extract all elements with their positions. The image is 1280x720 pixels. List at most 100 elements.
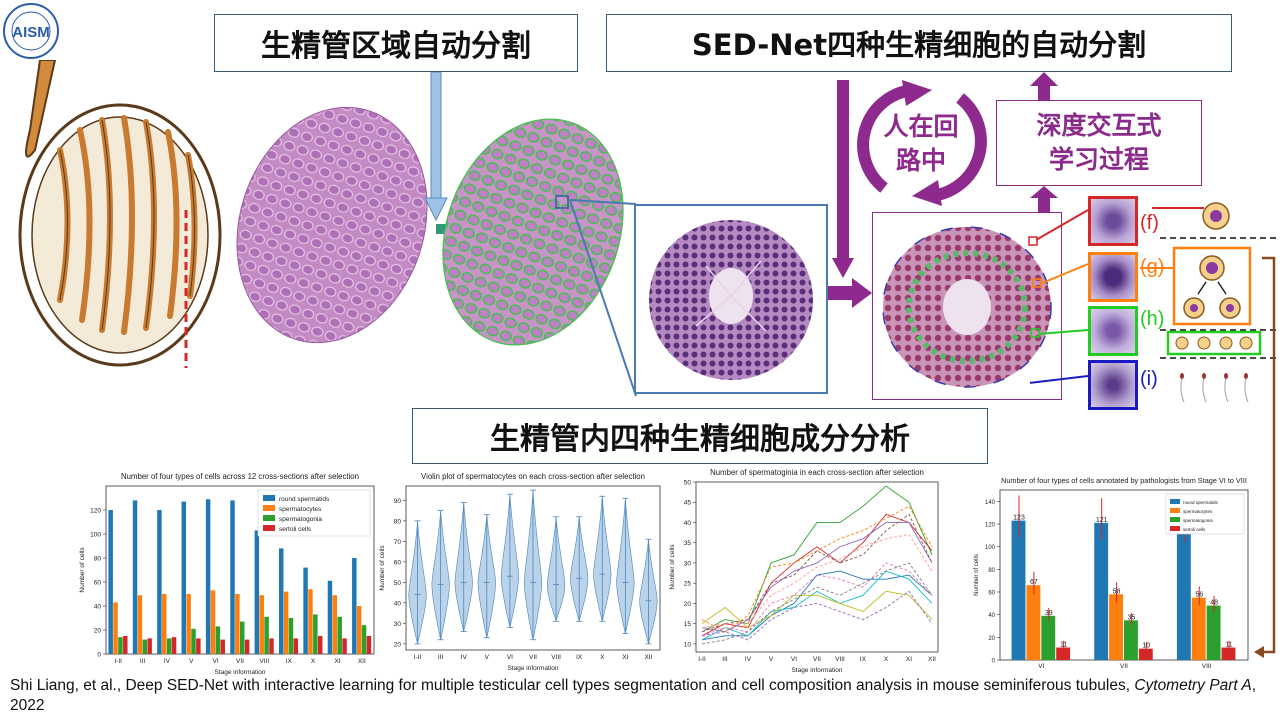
y-tick-label: 100 (985, 545, 996, 551)
x-tick-label: XII (928, 656, 936, 663)
data-label: 123 (1013, 515, 1025, 522)
x-tick-label: VI (1038, 663, 1044, 670)
data-label: 35 (1128, 614, 1136, 621)
x-tick-label: XI (622, 654, 628, 661)
x-tick-label: VII (813, 656, 821, 663)
x-tick-label: IV (745, 656, 752, 663)
bar-round-spermatids (327, 580, 333, 654)
bar-spermatogonia (288, 618, 294, 654)
data-label: 11 (1060, 642, 1067, 649)
bar-spermatocytes (1026, 585, 1041, 660)
bar-sertoli-cells (293, 638, 299, 654)
x-tick-label: X (311, 658, 316, 665)
heading-sed-net-text: SED-Net四种生精细胞的自动分割 (691, 28, 1147, 62)
x-axis-label: Stage information (215, 669, 266, 676)
x-tick-label: V (189, 658, 194, 665)
deep-learning-line1: 深度交互式 (1036, 111, 1162, 140)
y-tick-label: 80 (988, 568, 995, 574)
bar-round-spermatids (205, 499, 211, 654)
bar-round-spermatids (303, 567, 308, 654)
bar-round-spermatids (108, 510, 113, 654)
y-tick-label: 40 (94, 604, 102, 611)
legend-entry: spermatocytes (1183, 509, 1213, 514)
bar-spermatocytes (259, 595, 264, 654)
bar-spermatocytes (186, 594, 191, 654)
deep-interactive-learning-box: 深度交互式 学习过程 (996, 100, 1202, 186)
logo-text: AISM (12, 24, 50, 41)
y-tick-label: 120 (985, 523, 996, 529)
human-in-loop-line1: 人在回 (883, 112, 959, 141)
bar-spermatocytes (332, 595, 338, 654)
bar-spermatogonia (361, 625, 367, 654)
y-tick-label: 45 (684, 500, 692, 507)
y-tick-label: 20 (394, 641, 402, 648)
bar-spermatogonia (1041, 615, 1056, 660)
heading-sed-net: SED-Net四种生精细胞的自动分割 (606, 14, 1232, 72)
deep-learning-line2: 学习过程 (1048, 145, 1149, 174)
zoom-connector (560, 190, 640, 400)
data-label: 58 (1113, 588, 1121, 595)
human-in-loop-text: 人在回 路中 (874, 110, 968, 178)
y-tick-label: 20 (94, 628, 102, 635)
data-label: 10 (1142, 643, 1150, 650)
bar-sertoli-cells (269, 638, 274, 654)
data-label: 56 (1195, 592, 1203, 599)
legend-entry: sertoli cells (1183, 527, 1206, 532)
citation: Shi Liang, et al., Deep SED-Net with int… (10, 676, 1270, 716)
x-tick-label: XII (644, 654, 652, 661)
bar-spermatocytes (283, 591, 289, 654)
y-tick-label: 60 (94, 580, 102, 587)
x-tick-label: I-II (698, 656, 706, 663)
y-tick-label: 50 (684, 480, 692, 487)
bar-spermatocytes (210, 590, 216, 654)
legend-swatch (1170, 499, 1180, 504)
legend-entry: spermatogonia (1183, 518, 1213, 523)
x-tick-label: I-II (414, 654, 422, 661)
chart-title: Number of four types of cells annotated … (1001, 476, 1247, 485)
plot-frame (695, 481, 939, 653)
chart-title: Violin plot of spermatocytes on each cro… (421, 472, 645, 481)
bar-round-spermatids (1011, 520, 1026, 660)
heading-tubule-segmentation-text: 生精管区域自动分割 (261, 29, 531, 64)
series-line (701, 570, 933, 641)
y-tick-label: 120 (90, 508, 101, 515)
y-axis-label: Number of cells (974, 554, 980, 596)
bar-sertoli-cells (147, 638, 152, 654)
bar-round-spermatids (278, 548, 284, 654)
bar-round-spermatids (230, 500, 235, 654)
x-tick-label: III (722, 656, 728, 663)
series-line (701, 570, 933, 641)
chart-cells-12-sections: 0 20 40 60 80 100 120 Number of four types of c… (68, 464, 378, 676)
purple-arrow-right-icon (828, 278, 872, 308)
cell-crop-g (1088, 252, 1138, 302)
testis-illustration (0, 59, 230, 370)
cell-crop-i (1088, 360, 1138, 410)
legend-entry: round spermatids (279, 496, 330, 503)
y-tick-label: 25 (684, 581, 692, 588)
legend (257, 489, 371, 537)
heading-composition-analysis-text: 生精管内四种生精细胞成分分析 (490, 422, 910, 457)
x-tick-label: VIII (835, 656, 845, 663)
x-tick-label: VI (213, 658, 219, 665)
x-tick-label: X (600, 654, 605, 661)
tubule-he-image (232, 100, 432, 350)
bar-sertoli-cells (366, 636, 372, 654)
logo-icon: AISM (3, 3, 59, 59)
x-axis-label: Stage information (792, 667, 843, 674)
y-tick-label: 70 (394, 539, 402, 546)
bar-spermatocytes (1109, 594, 1123, 660)
x-tick-label: VIII (259, 658, 269, 665)
y-tick-label: 40 (394, 600, 402, 607)
bar-spermatogonia (118, 637, 123, 654)
data-label: 48 (1210, 600, 1218, 607)
purple-arrow-up-icon (1030, 72, 1058, 102)
x-tick-label: IX (576, 654, 583, 661)
legend-swatch (1170, 517, 1180, 522)
cell-crop-h (1088, 306, 1138, 356)
x-tick-label: XII (358, 658, 366, 665)
bar-sertoli-cells (1138, 648, 1153, 660)
data-label: 39 (1045, 610, 1053, 617)
cell-crop-f (1088, 196, 1138, 246)
x-tick-label: I-II (114, 658, 122, 665)
data-label: 121 (1096, 517, 1108, 524)
